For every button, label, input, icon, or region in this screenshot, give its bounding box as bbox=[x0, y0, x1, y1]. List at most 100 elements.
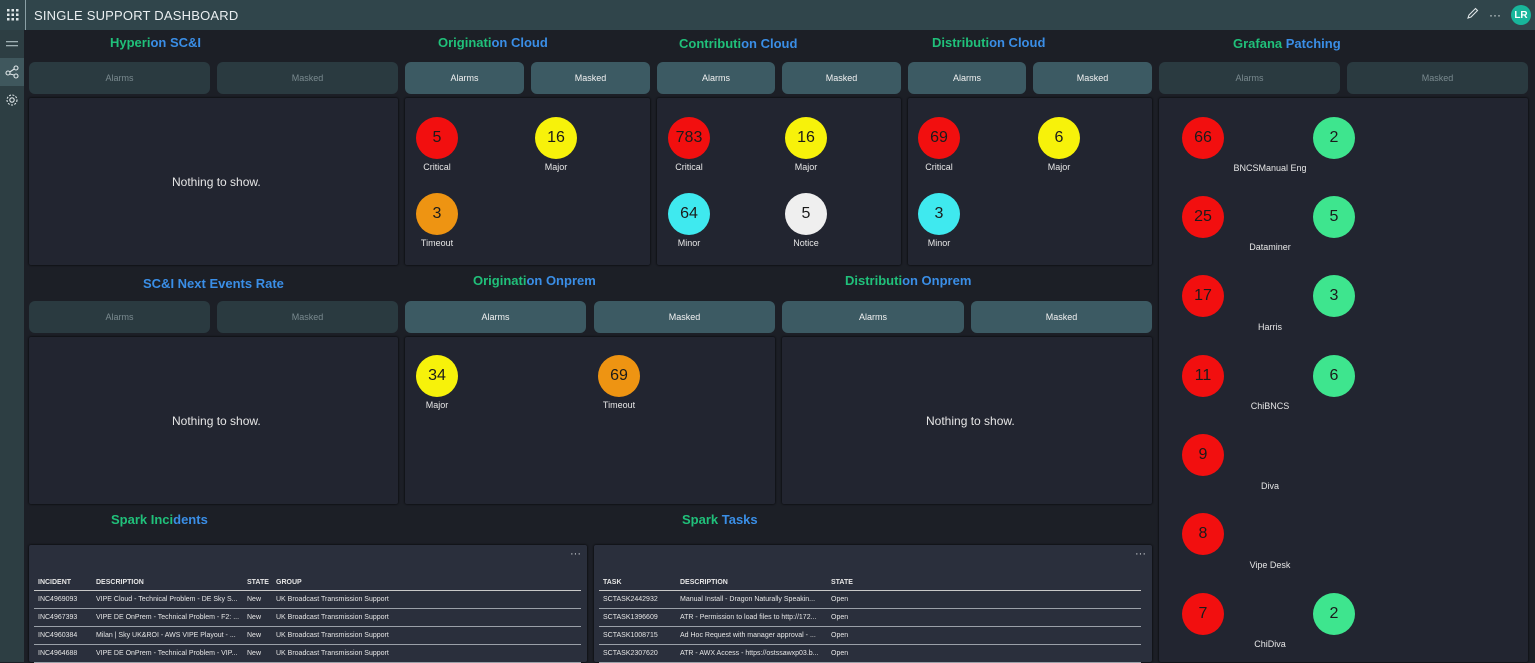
distribution-onprem-title: Distribution Onprem bbox=[845, 273, 972, 288]
incident-id[interactable]: INC4969093 bbox=[34, 590, 92, 609]
menu-icon[interactable] bbox=[0, 30, 24, 58]
task-description: Ad Hoc Request with manager approval - .… bbox=[676, 626, 827, 645]
red-count-circle[interactable]: 8 bbox=[1182, 513, 1224, 555]
task-state: Open bbox=[827, 644, 1141, 663]
table-row[interactable]: INC4964688 VIPE DE OnPrem - Technical Pr… bbox=[34, 644, 581, 663]
edit-icon[interactable] bbox=[1467, 6, 1479, 24]
minor-count-circle[interactable]: 64 bbox=[668, 193, 710, 235]
red-count-circle[interactable]: 7 bbox=[1182, 593, 1224, 635]
incident-state: New bbox=[243, 626, 272, 645]
critical-label: Critical bbox=[925, 162, 953, 172]
critical-count-circle[interactable]: 69 bbox=[918, 117, 960, 159]
origination-onprem-panel: 34 Major 69 Timeout bbox=[405, 337, 775, 504]
origination-cloud-alarms-button[interactable]: Alarms bbox=[405, 62, 524, 94]
table-row[interactable]: SCTASK2307620 ATR - AWX Access - https:/… bbox=[599, 644, 1141, 663]
incident-group: UK Broadcast Transmission Support bbox=[272, 626, 581, 645]
distribution-onprem-alarms-button[interactable]: Alarms bbox=[782, 301, 964, 333]
spark-tasks-title: Spark Tasks bbox=[682, 512, 758, 527]
app-title: SINGLE SUPPORT DASHBOARD bbox=[34, 7, 239, 23]
table-row[interactable]: INC4967393 VIPE DE OnPrem - Technical Pr… bbox=[34, 608, 581, 627]
distribution-onprem-empty-state: Nothing to show. bbox=[926, 414, 1015, 428]
origination-onprem-masked-button[interactable]: Masked bbox=[594, 301, 775, 333]
major-count-circle[interactable]: 16 bbox=[535, 117, 577, 159]
origination-cloud-masked-button[interactable]: Masked bbox=[531, 62, 650, 94]
red-count-circle[interactable]: 25 bbox=[1182, 196, 1224, 238]
hyperion-masked-button[interactable]: Masked bbox=[217, 62, 398, 94]
grafana-row-label: Harris bbox=[1258, 322, 1282, 332]
grafana-row-label: ChiDiva bbox=[1254, 639, 1286, 649]
settings-icon[interactable] bbox=[0, 86, 24, 114]
distribution-cloud-masked-button[interactable]: Masked bbox=[1033, 62, 1152, 94]
table-row[interactable]: INC4969093 VIPE Cloud - Technical Proble… bbox=[34, 590, 581, 609]
major-count-circle[interactable]: 6 bbox=[1038, 117, 1080, 159]
column-header[interactable]: INCIDENT bbox=[34, 575, 92, 591]
task-id[interactable]: SCTASK2442932 bbox=[599, 590, 676, 609]
sidebar bbox=[0, 30, 24, 662]
timeout-count-circle[interactable]: 69 bbox=[598, 355, 640, 397]
incident-group: UK Broadcast Transmission Support bbox=[272, 644, 581, 663]
table-row[interactable]: SCTASK1396609 ATR - Permission to load f… bbox=[599, 608, 1141, 627]
task-id[interactable]: SCTASK1008715 bbox=[599, 626, 676, 645]
green-count-circle[interactable]: 2 bbox=[1313, 593, 1355, 635]
scni-alarms-button[interactable]: Alarms bbox=[29, 301, 210, 333]
column-header[interactable]: DESCRIPTION bbox=[676, 575, 827, 591]
more-options-icon[interactable]: ··· bbox=[570, 548, 581, 560]
incident-description: VIPE Cloud - Technical Problem - DE Sky … bbox=[92, 590, 243, 609]
app-launcher-icon[interactable] bbox=[0, 0, 26, 30]
origination-onprem-alarms-button[interactable]: Alarms bbox=[405, 301, 586, 333]
contribution-cloud-masked-button[interactable]: Masked bbox=[782, 62, 901, 94]
scni-masked-button[interactable]: Masked bbox=[217, 301, 398, 333]
incident-id[interactable]: INC4967393 bbox=[34, 608, 92, 627]
share-icon[interactable] bbox=[0, 58, 24, 86]
spark-tasks-panel: ··· TASK DESCRIPTION STATE SCTASK2442932… bbox=[594, 545, 1152, 663]
green-count-circle[interactable]: 6 bbox=[1313, 355, 1355, 397]
timeout-count-circle[interactable]: 3 bbox=[416, 193, 458, 235]
minor-count-circle[interactable]: 3 bbox=[918, 193, 960, 235]
notice-count-circle[interactable]: 5 bbox=[785, 193, 827, 235]
table-row[interactable]: INC4960384 Milan | Sky UK&ROI - AWS VIPE… bbox=[34, 626, 581, 645]
incident-id[interactable]: INC4960384 bbox=[34, 626, 92, 645]
incidents-table: INCIDENT DESCRIPTION STATE GROUP INC4969… bbox=[34, 575, 581, 663]
column-header[interactable]: GROUP bbox=[272, 575, 581, 591]
top-bar: SINGLE SUPPORT DASHBOARD ··· LR bbox=[0, 0, 1535, 30]
more-options-icon[interactable]: ··· bbox=[1489, 8, 1501, 22]
hyperion-empty-state: Nothing to show. bbox=[172, 175, 261, 189]
distribution-cloud-alarms-button[interactable]: Alarms bbox=[908, 62, 1026, 94]
red-count-circle[interactable]: 17 bbox=[1182, 275, 1224, 317]
minor-label: Minor bbox=[677, 238, 701, 248]
minor-label: Minor bbox=[927, 238, 951, 248]
critical-count-circle[interactable]: 5 bbox=[416, 117, 458, 159]
critical-count-circle[interactable]: 783 bbox=[668, 117, 710, 159]
incident-group: UK Broadcast Transmission Support bbox=[272, 608, 581, 627]
column-header[interactable]: DESCRIPTION bbox=[92, 575, 243, 591]
incident-id[interactable]: INC4964688 bbox=[34, 644, 92, 663]
task-description: Manual Install - Dragon Naturally Speaki… bbox=[676, 590, 827, 609]
grafana-alarms-button[interactable]: Alarms bbox=[1159, 62, 1340, 94]
grafana-masked-button[interactable]: Masked bbox=[1347, 62, 1528, 94]
user-avatar[interactable]: LR bbox=[1511, 5, 1531, 25]
red-count-circle[interactable]: 66 bbox=[1182, 117, 1224, 159]
task-id[interactable]: SCTASK2307620 bbox=[599, 644, 676, 663]
table-row[interactable]: SCTASK1008715 Ad Hoc Request with manage… bbox=[599, 626, 1141, 645]
green-count-circle[interactable]: 5 bbox=[1313, 196, 1355, 238]
column-header[interactable]: STATE bbox=[827, 575, 1141, 591]
table-row[interactable]: SCTASK2442932 Manual Install - Dragon Na… bbox=[599, 590, 1141, 609]
green-count-circle[interactable]: 2 bbox=[1313, 117, 1355, 159]
red-count-circle[interactable]: 11 bbox=[1182, 355, 1224, 397]
major-label: Major bbox=[425, 400, 449, 410]
red-count-circle[interactable]: 9 bbox=[1182, 434, 1224, 476]
more-options-icon[interactable]: ··· bbox=[1135, 548, 1146, 560]
origination-cloud-panel: 5 Critical 16 Major 3 Timeout bbox=[405, 98, 650, 265]
hyperion-panel: Nothing to show. bbox=[29, 98, 398, 265]
scni-events-panel: Nothing to show. bbox=[29, 337, 398, 504]
hyperion-alarms-button[interactable]: Alarms bbox=[29, 62, 210, 94]
green-count-circle[interactable]: 3 bbox=[1313, 275, 1355, 317]
major-count-circle[interactable]: 16 bbox=[785, 117, 827, 159]
column-header[interactable]: TASK bbox=[599, 575, 676, 591]
major-count-circle[interactable]: 34 bbox=[416, 355, 458, 397]
distribution-onprem-masked-button[interactable]: Masked bbox=[971, 301, 1152, 333]
distribution-cloud-panel: 69 Critical 6 Major 3 Minor bbox=[908, 98, 1152, 265]
task-id[interactable]: SCTASK1396609 bbox=[599, 608, 676, 627]
column-header[interactable]: STATE bbox=[243, 575, 272, 591]
contribution-cloud-alarms-button[interactable]: Alarms bbox=[657, 62, 775, 94]
